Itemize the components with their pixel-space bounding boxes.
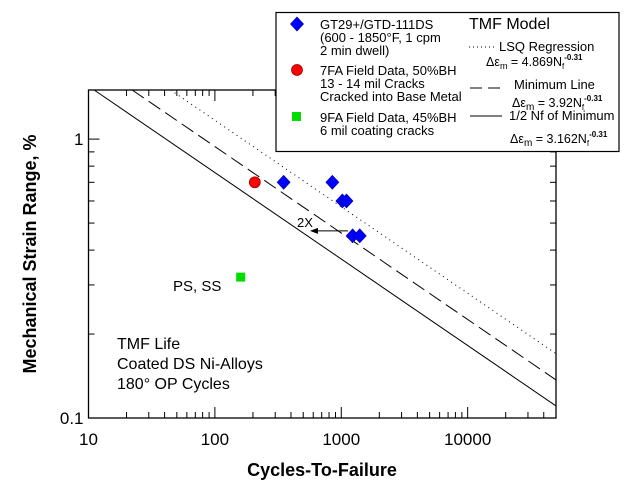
legend-model-label: LSQ Regression — [499, 39, 594, 54]
legend-entry-text: 7FA Field Data, 50%BH — [320, 63, 457, 78]
y-axis-title: Mechanical Strain Range, % — [20, 134, 40, 373]
legend-model-equation: Δεm = 3.162Nf-0.31 — [510, 130, 608, 149]
data-point-square — [236, 272, 246, 282]
legend-model-equation: Δεm = 4.869Nf-0.31 — [486, 53, 583, 71]
data-point-diamond — [352, 228, 367, 244]
model-line-solid — [93, 89, 557, 407]
y-tick-label: 1 — [74, 130, 83, 149]
legend-model-label: Minimum Line — [514, 77, 595, 92]
annotation-ps-ss: PS, SS — [173, 278, 221, 295]
legend-circle-icon — [291, 64, 303, 76]
data-point-circle — [248, 176, 261, 189]
x-axis-title: Cycles-To-Failure — [247, 460, 397, 480]
data-points — [236, 174, 367, 282]
legend-entry-text: 13 - 14 mil Cracks — [320, 76, 425, 91]
text-block: TMF Life Coated DS Ni-Alloys 180° OP Cyc… — [117, 336, 263, 393]
x-tick-label: 10 — [79, 430, 98, 449]
arrow-head — [309, 227, 318, 234]
x-tick-label: 10000 — [444, 430, 491, 449]
annotation-2x: 2X — [297, 215, 348, 234]
legend-entry-text: (600 - 1850°F, 1 cpm — [320, 30, 441, 45]
text-block-line: 180° OP Cycles — [117, 376, 230, 393]
x-tick-label: 1000 — [322, 430, 360, 449]
model-lines — [93, 89, 557, 407]
legend-model-title: TMF Model — [469, 16, 550, 33]
y-tick-label: 0.1 — [60, 409, 84, 428]
text-block-line: TMF Life — [117, 336, 180, 353]
data-point-diamond — [276, 174, 291, 190]
legend-box — [275, 11, 620, 153]
model-line-dashed — [131, 89, 557, 381]
annotation-2x-label: 2X — [297, 215, 313, 230]
legend-entry-text: 9FA Field Data, 45%BH — [320, 110, 457, 125]
legend-entry-text: 2 min dwell) — [320, 43, 389, 58]
legend-model-label: 1/2 Nf of Minimum — [509, 108, 614, 123]
legend-entry-text: GT29+/GTD-111DS — [320, 17, 434, 32]
data-point-diamond — [325, 174, 340, 190]
legend-entry-text: 6 mil coating cracks — [320, 123, 435, 138]
data-point-diamond — [339, 193, 354, 209]
legend: GT29+/GTD-111DS (600 - 1850°F, 1 cpm 2 m… — [275, 11, 620, 153]
legend-entry-text: Cracked into Base Metal — [320, 89, 462, 104]
x-tick-label: 100 — [201, 430, 229, 449]
legend-square-icon — [292, 112, 301, 121]
axis-tick-labels: 10 100 1000 10000 0.1 1 — [60, 130, 491, 449]
legend-model-equation: Δεm = 3.92Nf-0.31 — [512, 94, 603, 113]
legend-diamond-icon — [290, 16, 304, 32]
text-block-line: Coated DS Ni-Alloys — [117, 356, 263, 373]
